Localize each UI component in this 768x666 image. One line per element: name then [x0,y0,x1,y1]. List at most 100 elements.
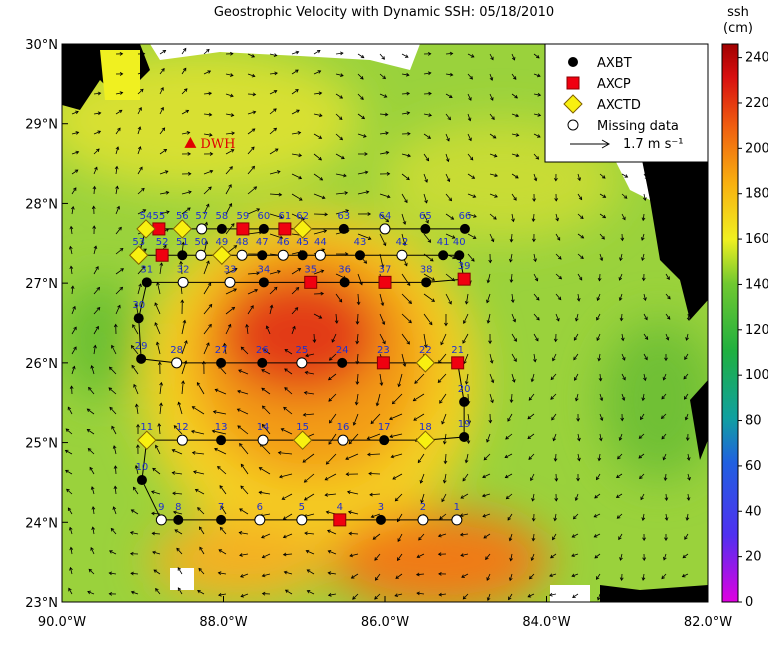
station-label: 21 [451,345,464,356]
station [134,313,144,323]
station-label: 26 [256,345,269,356]
station-label: 33 [224,264,237,275]
colorbar-tick-label: 180 [745,187,768,202]
station [225,277,235,287]
x-tick-label: 88.0°W [199,615,247,630]
station-label: 18 [419,422,432,433]
legend-symbol [568,57,578,67]
y-tick-label: 24°N [25,516,58,531]
station-label: 42 [396,237,409,248]
station-label: 45 [296,237,309,248]
station [340,277,350,287]
station-label: 12 [176,422,189,433]
station-label: 56 [176,211,189,222]
station-label: 41 [437,237,450,248]
station [156,249,168,261]
station [298,250,308,260]
colorbar-tick-label: 20 [745,550,762,565]
station [257,358,267,368]
y-tick-label: 25°N [25,437,58,452]
vector-key: 1.7 m s⁻¹ [623,137,683,152]
station [438,250,448,260]
station-label: 2 [420,502,426,513]
station [380,224,390,234]
colorbar-tick-label: 80 [745,414,762,429]
station-label: 48 [236,237,249,248]
colorbar-label: ssh [727,5,749,20]
site-label: DWH [200,137,235,152]
station-label: 64 [379,211,392,222]
station [177,435,187,445]
station [297,358,307,368]
y-tick-label: 30°N [25,38,58,53]
station [137,475,147,485]
station [377,357,389,369]
station [136,354,146,364]
station-label: 66 [459,211,472,222]
station-label: 8 [175,502,181,513]
station [376,515,386,525]
colorbar-tick-label: 160 [745,232,768,247]
station [216,358,226,368]
station [418,515,428,525]
colorbar-tick-label: 140 [745,277,768,292]
station-label: 46 [277,237,290,248]
station [237,223,249,235]
station [216,515,226,525]
station [216,435,226,445]
station-label: 5 [299,502,305,513]
station [337,358,347,368]
station [173,515,183,525]
station [379,276,391,288]
station-label: 61 [279,211,292,222]
station [452,357,464,369]
station-label: 57 [195,211,208,222]
station-label: 34 [258,264,271,275]
station [315,250,325,260]
station [237,250,247,260]
station-label: 25 [295,345,308,356]
station-label: 6 [257,502,263,513]
station [177,250,187,260]
station-label: 11 [140,422,153,433]
y-tick-label: 27°N [25,277,58,292]
station [305,276,317,288]
colorbar-tick-label: 0 [745,595,753,610]
station-label: 52 [156,237,169,248]
station [259,277,269,287]
station [258,435,268,445]
legend-label: AXCP [597,77,631,92]
station-label: 58 [216,211,229,222]
station-label: 59 [237,211,250,222]
station [420,224,430,234]
x-tick-label: 82.0°W [684,615,732,630]
station-label: 51 [176,237,189,248]
station-label: 28 [170,345,183,356]
station-label: 1 [454,502,460,513]
station-label: 65 [419,211,432,222]
station-label: 38 [420,264,433,275]
station-label: 63 [337,211,350,222]
station-label: 44 [314,237,327,248]
colorbar-tick-label: 100 [745,368,768,383]
station-label: 24 [336,345,349,356]
station [278,250,288,260]
station [279,223,291,235]
station-label: 53 [132,237,145,248]
station-label: 43 [354,237,367,248]
station-label: 54 [140,211,153,222]
station-label: 10 [136,462,149,473]
station [379,435,389,445]
station-label: 27 [215,345,228,356]
station-label: 29 [135,341,148,352]
station [459,432,469,442]
legend-symbol [568,120,578,130]
station [421,277,431,287]
y-tick-label: 29°N [25,118,58,133]
station-label: 15 [296,422,309,433]
legend-symbol [567,77,579,89]
station-label: 9 [158,502,164,513]
station [339,224,349,234]
station-label: 55 [153,211,166,222]
